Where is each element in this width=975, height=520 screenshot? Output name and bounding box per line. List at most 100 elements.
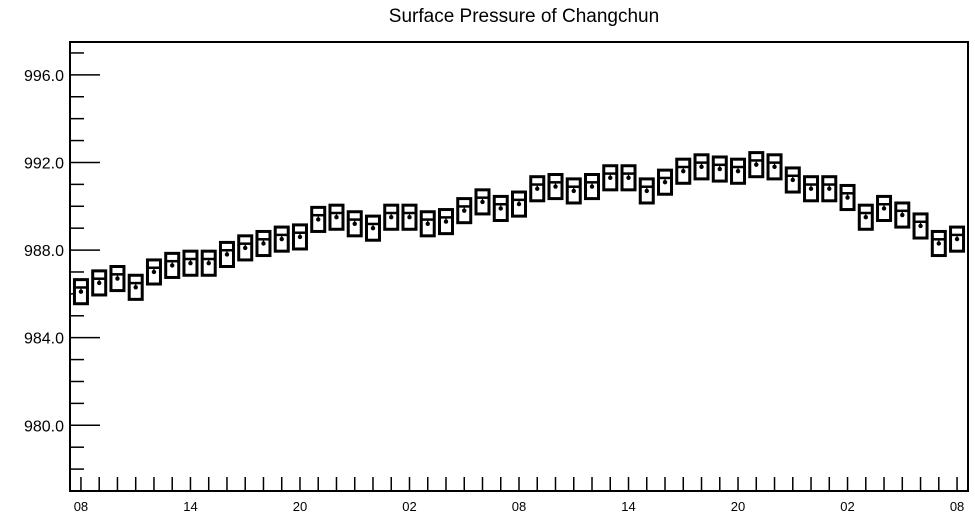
box-mark — [949, 225, 966, 253]
box-mark — [91, 269, 108, 297]
box-mark — [602, 164, 619, 192]
box-point — [188, 261, 193, 266]
box-mark — [529, 175, 546, 203]
y-tick-label: 980.0 — [24, 418, 64, 435]
box-point — [808, 186, 814, 191]
box-point — [279, 236, 284, 242]
box-mark — [748, 151, 765, 179]
box-mark — [693, 153, 710, 181]
box-point — [644, 188, 649, 194]
x-tick-label: 08 — [512, 499, 526, 514]
box-point — [845, 195, 850, 200]
box-point — [480, 199, 485, 205]
y-tick-label: 984.0 — [24, 331, 64, 348]
box-mark — [730, 157, 747, 185]
box-point — [954, 236, 960, 242]
y-tick-label: 988.0 — [24, 243, 64, 260]
x-tick-label: 20 — [731, 499, 745, 514]
box-point — [261, 241, 266, 246]
box-point — [443, 219, 449, 224]
box-mark — [401, 203, 418, 231]
box-point — [589, 184, 595, 189]
chart-title: Surface Pressure of Changchun — [389, 6, 659, 27]
box-mark — [620, 164, 637, 192]
box-mark — [328, 203, 345, 231]
box-point — [151, 269, 157, 275]
box-point — [316, 217, 321, 222]
box-mark — [711, 155, 728, 183]
box-point — [115, 276, 120, 281]
box-point — [78, 289, 84, 294]
box-point — [297, 234, 303, 240]
box-mark — [547, 173, 564, 201]
box-mark — [912, 212, 929, 240]
box-point — [699, 164, 704, 170]
box-point — [827, 186, 832, 191]
x-tick-label: 08 — [74, 499, 88, 514]
box-point — [772, 164, 777, 170]
box-point — [754, 162, 759, 167]
x-tick-label: 14 — [621, 499, 635, 514]
box-mark — [109, 265, 126, 293]
box-mark — [565, 177, 582, 205]
box-point — [425, 221, 430, 226]
box-mark — [346, 210, 363, 238]
box-mark — [638, 177, 655, 205]
box-point — [334, 215, 339, 220]
x-tick-label: 02 — [840, 499, 854, 514]
box-mark — [291, 223, 308, 251]
box-point — [407, 215, 412, 220]
box-point — [863, 215, 868, 220]
box-mark — [182, 249, 199, 277]
box-point — [790, 177, 795, 183]
box-point — [97, 280, 102, 286]
box-mark — [839, 183, 856, 212]
box-point — [352, 221, 357, 226]
box-point — [553, 184, 558, 189]
box-mark — [511, 190, 527, 218]
box-mark — [437, 208, 454, 236]
box-mark — [857, 203, 874, 231]
y-axis: 980.0 984.0 988.0 992.0 996.0 — [24, 52, 100, 492]
box-point — [389, 215, 394, 220]
box-point — [462, 208, 467, 213]
box-mark — [657, 168, 674, 196]
box-mark — [255, 229, 272, 258]
box-point — [516, 201, 522, 207]
x-tick-label: 08 — [950, 499, 964, 514]
box-mark — [237, 234, 254, 262]
box-mark — [675, 157, 692, 185]
box-mark — [273, 225, 290, 253]
box-point — [881, 206, 887, 211]
box-mark — [218, 240, 235, 269]
x-axis: 08 14 20 02 08 14 20 02 08 — [74, 477, 964, 514]
box-point — [900, 212, 905, 218]
box-mark — [164, 251, 181, 279]
box-point — [498, 206, 503, 211]
box-mark — [894, 201, 911, 229]
box-point — [626, 175, 631, 180]
box-mark — [200, 249, 217, 277]
box-mark — [821, 175, 838, 203]
box-point — [535, 186, 540, 191]
box-mark — [584, 173, 601, 201]
x-tick-label: 20 — [293, 499, 307, 514]
box-mark — [766, 153, 783, 181]
box-point — [608, 175, 613, 180]
y-tick-label: 996.0 — [24, 68, 64, 85]
box-mark — [492, 194, 509, 223]
box-point — [918, 223, 923, 229]
box-marks — [72, 151, 966, 306]
box-mark — [876, 194, 893, 223]
box-mark — [930, 229, 947, 258]
box-mark — [784, 166, 801, 194]
box-point — [717, 166, 722, 172]
box-point — [170, 263, 175, 268]
box-mark — [145, 258, 162, 286]
box-point — [735, 169, 741, 174]
x-tick-label: 02 — [402, 499, 416, 514]
box-mark — [383, 203, 400, 231]
box-point — [133, 285, 138, 290]
x-tick-label: 14 — [183, 499, 197, 514]
y-tick-label: 992.0 — [24, 155, 64, 172]
